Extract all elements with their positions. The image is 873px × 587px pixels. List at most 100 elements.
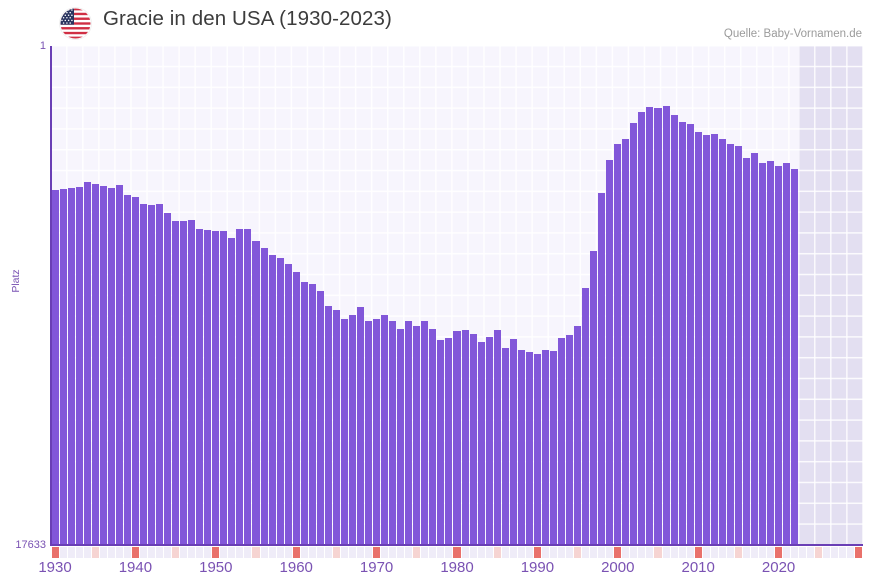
bar	[566, 334, 574, 545]
x-tick-blank	[164, 547, 172, 558]
x-tick-decade	[373, 547, 381, 558]
bar	[598, 193, 606, 545]
bar	[437, 340, 445, 545]
x-tick-blank	[662, 547, 670, 558]
bar	[678, 122, 686, 545]
bar	[533, 354, 541, 545]
bar	[276, 257, 284, 545]
bar	[517, 349, 525, 545]
x-tick-blank	[67, 547, 75, 558]
x-tick-blank	[228, 547, 236, 558]
x-axis-labels: 1930 1940 1950 1960 1970 1980 1990 2000 2010 2020	[0, 559, 873, 583]
bar	[734, 146, 742, 545]
bar	[381, 315, 389, 545]
bar	[694, 132, 702, 545]
x-tick-decade	[775, 547, 783, 558]
bar-series	[51, 46, 863, 545]
bar	[662, 105, 670, 545]
bar	[212, 231, 220, 545]
bar	[670, 114, 678, 545]
bar	[702, 135, 710, 545]
x-tick-decade	[614, 547, 622, 558]
x-tick-blank	[244, 547, 252, 558]
x-tick-blank	[525, 547, 533, 558]
bar	[485, 337, 493, 545]
x-tick-blank	[831, 547, 839, 558]
x-tick-half-decade	[654, 547, 662, 558]
x-tick-blank	[750, 547, 758, 558]
bar	[686, 124, 694, 545]
x-tick-half-decade	[815, 547, 823, 558]
x-tick-blank	[123, 547, 131, 558]
x-tick-blank	[758, 547, 767, 558]
bar	[397, 328, 405, 545]
x-tick-half-decade	[574, 547, 582, 558]
x-tick-blank	[469, 547, 477, 558]
x-tick-blank	[461, 547, 469, 558]
x-tick-blank	[196, 547, 204, 558]
x-tick-blank	[509, 547, 517, 558]
x-tick-blank	[421, 547, 429, 558]
bar	[172, 220, 180, 545]
x-tick-blank	[742, 547, 750, 558]
bar	[348, 314, 356, 545]
bar	[357, 306, 365, 545]
x-tick-blank	[308, 547, 316, 558]
x-tick-blank	[389, 547, 397, 558]
x-tick-decade	[453, 547, 461, 558]
us-flag-icon	[60, 8, 91, 39]
bar	[188, 220, 196, 545]
bar	[783, 163, 791, 545]
bar	[139, 204, 147, 545]
bar	[549, 350, 557, 545]
x-tick-blank	[397, 547, 405, 558]
x-tick-decade	[292, 547, 300, 558]
x-tick-blank	[276, 547, 284, 558]
bar	[646, 106, 654, 545]
bar	[131, 196, 139, 545]
bar	[775, 165, 783, 545]
x-tick-blank	[598, 547, 606, 558]
x-tick-blank	[180, 547, 188, 558]
bar	[590, 250, 598, 545]
bar	[147, 204, 155, 545]
x-axis-label: 1960	[279, 559, 313, 576]
x-tick-blank	[381, 547, 389, 558]
x-tick-blank	[324, 547, 332, 558]
x-axis-label: 2000	[601, 559, 635, 576]
bar	[196, 229, 204, 545]
x-tick-blank	[59, 547, 67, 558]
bar	[461, 330, 469, 545]
bar	[630, 122, 638, 545]
x-tick-blank	[718, 547, 726, 558]
bar	[180, 221, 188, 545]
bar	[509, 338, 517, 545]
x-tick-blank	[566, 547, 574, 558]
bar	[445, 338, 453, 545]
bar	[758, 163, 767, 545]
x-tick-blank	[485, 547, 493, 558]
y-axis-line	[50, 46, 52, 546]
bar	[244, 228, 252, 545]
x-tick-blank	[726, 547, 734, 558]
x-axis-label: 1940	[118, 559, 153, 576]
x-tick-blank	[300, 547, 308, 558]
bar	[59, 188, 67, 545]
x-tick-blank	[557, 547, 566, 558]
x-tick-blank	[678, 547, 686, 558]
x-tick-decade	[694, 547, 702, 558]
x-tick-blank	[107, 547, 115, 558]
bar	[51, 190, 59, 545]
x-tick-blank	[99, 547, 107, 558]
bar	[750, 152, 758, 545]
x-tick-blank	[188, 547, 196, 558]
bar	[260, 248, 268, 545]
x-tick-blank	[702, 547, 710, 558]
x-tick-blank	[75, 547, 83, 558]
bar	[574, 326, 582, 545]
bar	[220, 230, 228, 545]
x-tick-half-decade	[493, 547, 501, 558]
x-tick-blank	[437, 547, 445, 558]
x-tick-blank	[549, 547, 557, 558]
